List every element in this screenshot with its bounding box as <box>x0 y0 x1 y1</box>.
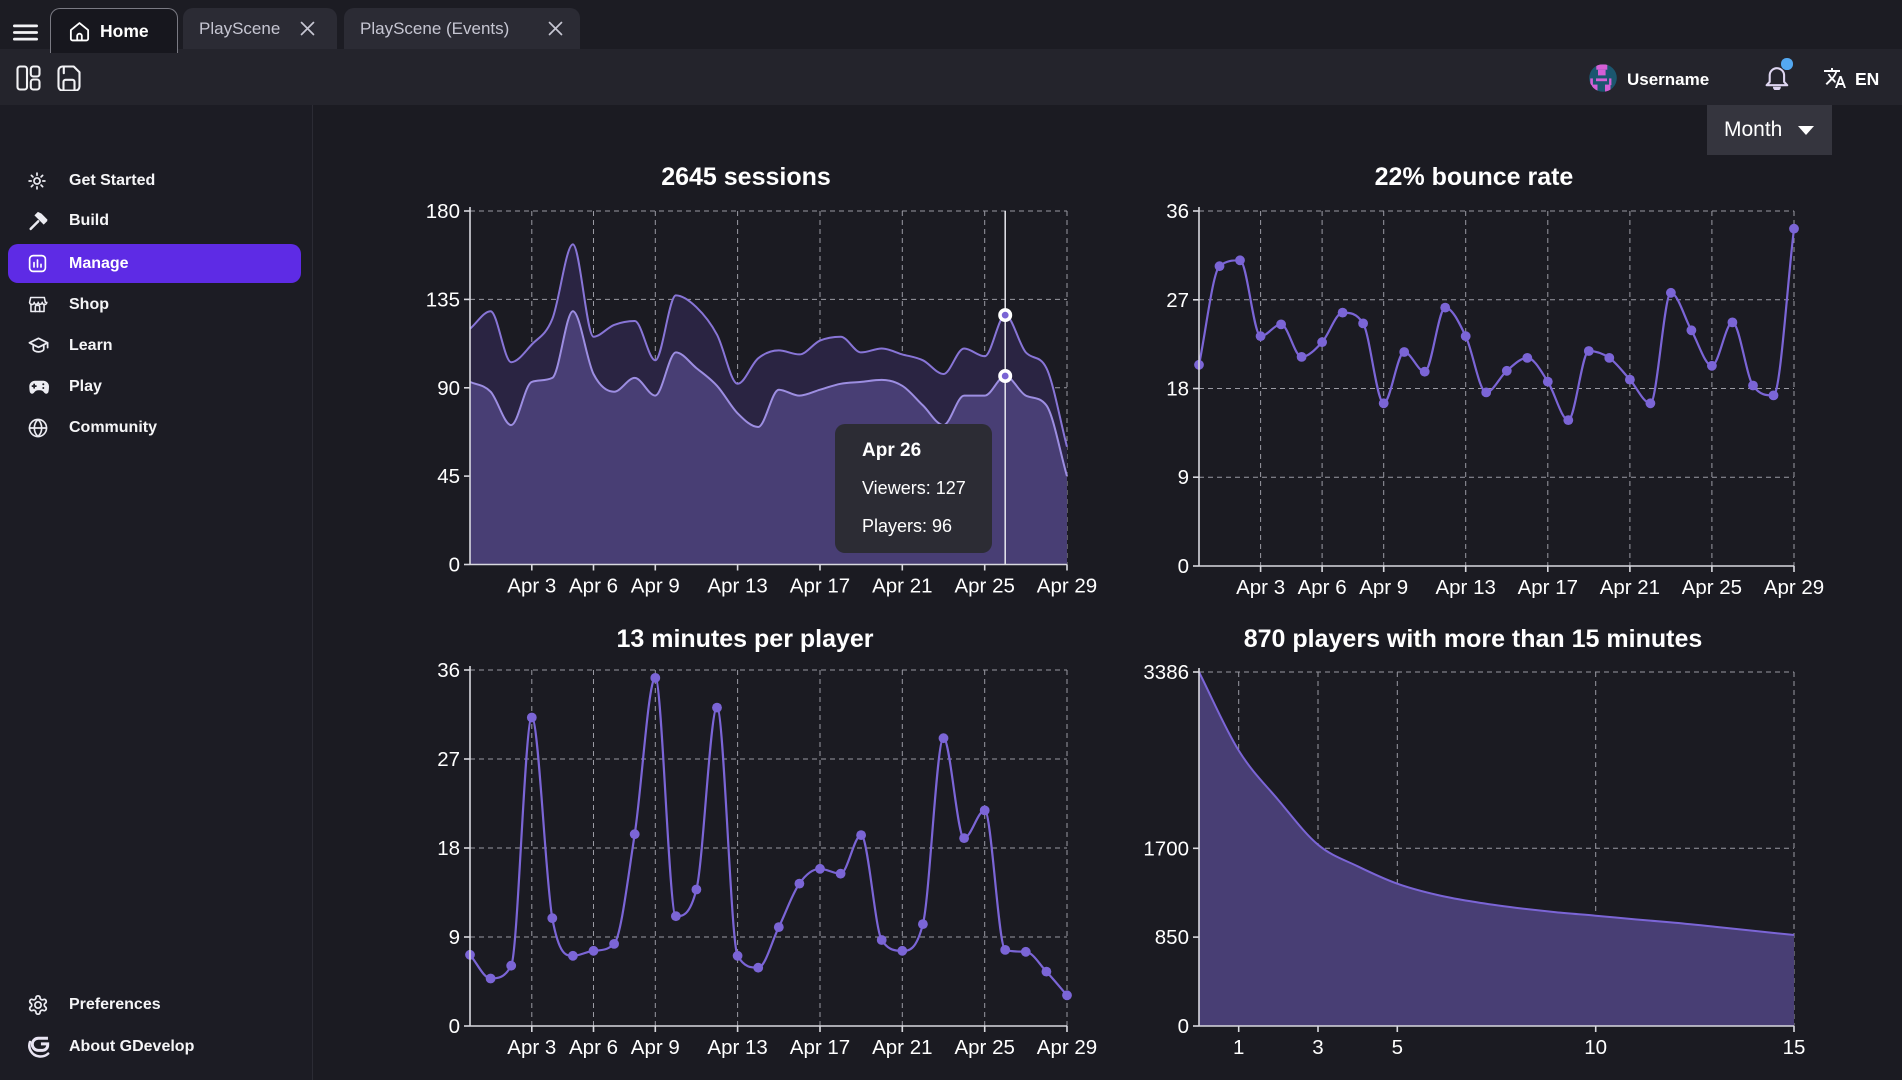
svg-text:180: 180 <box>426 200 460 223</box>
svg-text:36: 36 <box>437 659 460 682</box>
svg-text:Apr 13: Apr 13 <box>707 575 767 598</box>
svg-text:9: 9 <box>1178 466 1189 489</box>
svg-text:Apr 9: Apr 9 <box>1359 576 1408 599</box>
svg-text:2645 sessions: 2645 sessions <box>661 163 831 191</box>
svg-text:15: 15 <box>1783 1036 1806 1059</box>
svg-text:10: 10 <box>1584 1036 1607 1059</box>
svg-text:0: 0 <box>1178 555 1189 578</box>
svg-text:45: 45 <box>437 465 460 488</box>
svg-text:Apr 17: Apr 17 <box>790 1036 850 1059</box>
svg-text:18: 18 <box>1166 378 1189 401</box>
svg-text:Apr 25: Apr 25 <box>954 1036 1014 1059</box>
svg-text:Apr 9: Apr 9 <box>631 575 680 598</box>
svg-text:Apr 29: Apr 29 <box>1764 576 1824 599</box>
svg-text:22% bounce rate: 22% bounce rate <box>1375 163 1574 191</box>
svg-text:Apr 3: Apr 3 <box>507 1036 556 1059</box>
svg-text:Apr 9: Apr 9 <box>631 1036 680 1059</box>
svg-text:3386: 3386 <box>1143 661 1189 684</box>
svg-text:135: 135 <box>426 288 460 311</box>
svg-text:Apr 29: Apr 29 <box>1037 1036 1097 1059</box>
svg-text:Apr 25: Apr 25 <box>1682 576 1742 599</box>
svg-text:3: 3 <box>1312 1036 1323 1059</box>
svg-text:870 players with more than 15: 870 players with more than 15 minutes <box>1244 625 1703 653</box>
svg-text:Apr 3: Apr 3 <box>1236 576 1285 599</box>
svg-text:5: 5 <box>1392 1036 1403 1059</box>
svg-text:Apr 6: Apr 6 <box>1298 576 1347 599</box>
svg-text:0: 0 <box>449 1015 460 1038</box>
svg-text:Apr 25: Apr 25 <box>954 575 1014 598</box>
svg-text:Apr 21: Apr 21 <box>1600 576 1660 599</box>
svg-text:Apr 13: Apr 13 <box>707 1036 767 1059</box>
svg-text:Apr 13: Apr 13 <box>1435 576 1495 599</box>
svg-text:13 minutes per player: 13 minutes per player <box>616 625 873 653</box>
svg-text:9: 9 <box>449 926 460 949</box>
svg-text:0: 0 <box>449 554 460 577</box>
svg-text:36: 36 <box>1166 200 1189 223</box>
svg-text:Apr 6: Apr 6 <box>569 1036 618 1059</box>
svg-text:Apr 6: Apr 6 <box>569 575 618 598</box>
svg-text:18: 18 <box>437 837 460 860</box>
svg-text:Apr 3: Apr 3 <box>507 575 556 598</box>
svg-text:Apr 29: Apr 29 <box>1037 575 1097 598</box>
svg-text:0: 0 <box>1178 1015 1189 1038</box>
svg-text:850: 850 <box>1155 926 1189 949</box>
svg-text:27: 27 <box>1166 289 1189 312</box>
svg-text:Apr 21: Apr 21 <box>872 575 932 598</box>
svg-text:1: 1 <box>1233 1036 1244 1059</box>
svg-text:Apr 17: Apr 17 <box>1518 576 1578 599</box>
svg-text:27: 27 <box>437 748 460 771</box>
svg-text:Apr 17: Apr 17 <box>790 575 850 598</box>
svg-text:90: 90 <box>437 377 460 400</box>
svg-text:1700: 1700 <box>1143 837 1189 860</box>
svg-text:Apr 21: Apr 21 <box>872 1036 932 1059</box>
